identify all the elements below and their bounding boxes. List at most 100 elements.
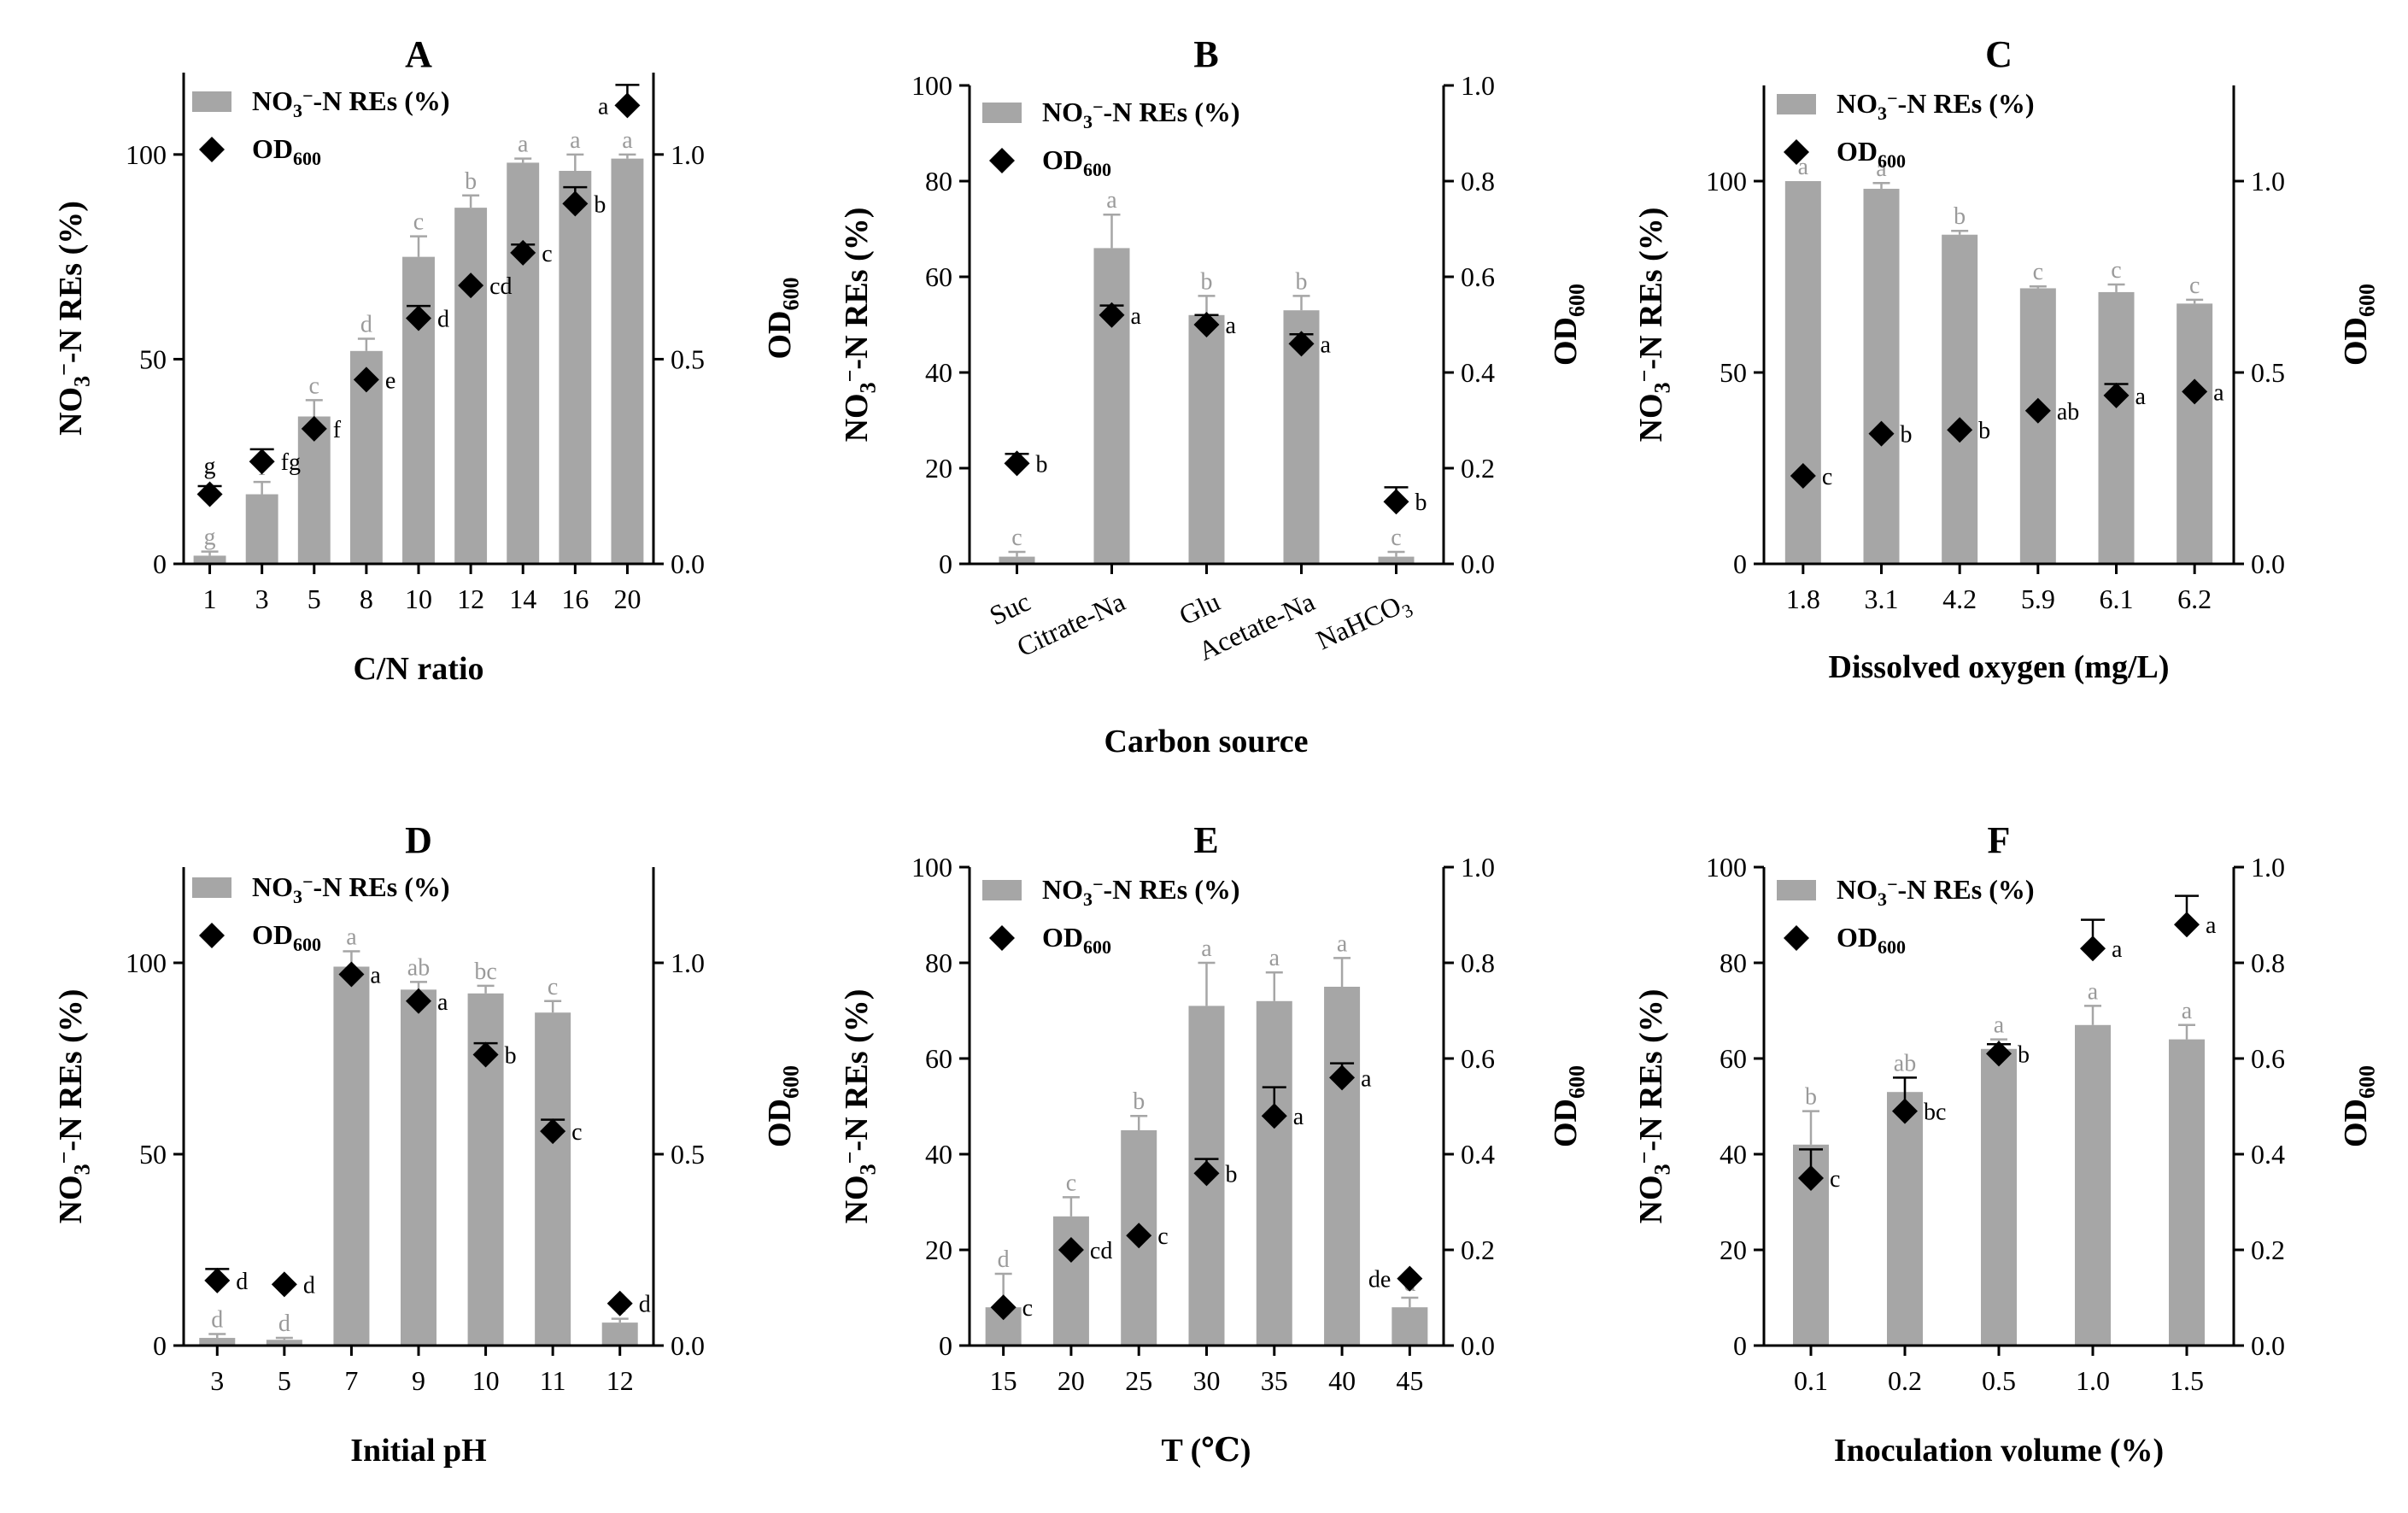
od-marker <box>271 1271 297 1298</box>
od-letter: e <box>385 367 395 394</box>
y2-tick-label: 1.0 <box>1461 852 1495 883</box>
bar <box>611 158 644 564</box>
od-letter: a <box>2136 384 2147 410</box>
od-marker <box>1397 1265 1423 1292</box>
x-tick-label: 7 <box>344 1365 358 1396</box>
y2-tick-label: 0.5 <box>671 343 705 374</box>
y2-tick-label: 0.5 <box>2251 357 2285 388</box>
y-tick-label: 0 <box>153 1330 167 1361</box>
y2-tick-label: 0.4 <box>1461 1139 1495 1170</box>
bar <box>2075 1024 2111 1346</box>
od-letter: cd <box>1090 1238 1112 1264</box>
bar-letter: c <box>309 372 319 399</box>
y-tick-label: 40 <box>925 357 952 388</box>
od-marker <box>2182 378 2208 405</box>
od-letter: a <box>370 962 381 988</box>
od-letter: b <box>2018 1041 2030 1068</box>
od-marker <box>1986 1041 2012 1067</box>
od-marker <box>338 961 365 988</box>
od-letter: a <box>1361 1065 1372 1092</box>
y2-tick-label: 1.0 <box>2251 166 2285 196</box>
panel-title: D <box>405 819 432 861</box>
legend-od-swatch <box>199 137 225 162</box>
legend-od-swatch <box>989 925 1015 951</box>
bar <box>2019 288 2056 564</box>
panel-D: Dddaabbccdddaabcd0501000.00.51.035791011… <box>52 819 804 1469</box>
bar <box>535 1012 571 1346</box>
x-tick-label: 25 <box>1125 1365 1152 1396</box>
x-axis-title: Inoculation volume (%) <box>1834 1433 2164 1469</box>
bar <box>559 171 592 564</box>
od-marker <box>196 481 223 507</box>
x-tick-label: 11 <box>540 1365 566 1396</box>
y-tick-label: 0 <box>1733 1330 1747 1361</box>
od-letter: d <box>639 1292 651 1318</box>
od-marker <box>2103 382 2130 408</box>
x-tick-label: 5 <box>278 1365 291 1396</box>
bar-letter: a <box>2088 978 2099 1005</box>
y-tick-label: 0 <box>939 548 952 579</box>
x-tick-label: 20 <box>613 584 641 614</box>
od-marker <box>1193 1160 1220 1187</box>
od-marker <box>2174 912 2200 938</box>
x-tick-label: 40 <box>1328 1365 1356 1396</box>
legend-bar-swatch <box>1777 880 1816 900</box>
x-axis-title: C/N ratio <box>353 651 483 687</box>
od-marker <box>1798 1165 1824 1191</box>
bar-letter: c <box>548 974 558 1000</box>
od-letter: a <box>1293 1104 1304 1130</box>
od-marker <box>1126 1223 1152 1249</box>
bar-letter: c <box>413 209 424 236</box>
x-tick-label: 3.1 <box>1865 584 1899 614</box>
bar <box>333 966 370 1346</box>
od-letter: b <box>1226 1161 1238 1188</box>
bar-letter: b <box>1954 203 1966 230</box>
x-tick-label: 0.5 <box>1982 1365 2016 1396</box>
od-letter: cd <box>489 273 512 300</box>
bar-letter: g <box>204 525 216 551</box>
od-marker <box>1193 312 1220 337</box>
y-axis-title: NO3−-N REs (%) <box>1632 208 1675 443</box>
x-tick-label: 15 <box>990 1365 1017 1396</box>
x-tick-label: Citrate-Na <box>1012 586 1130 663</box>
y2-tick-label: 0.4 <box>1461 357 1495 388</box>
y-axis-title: NO3−-N REs (%) <box>52 989 95 1224</box>
x-tick-label: 16 <box>561 584 589 614</box>
y2-tick-label: 0.6 <box>1461 261 1495 292</box>
od-marker <box>353 367 379 393</box>
od-marker <box>2024 397 2051 424</box>
legend-od-label: OD600 <box>252 919 321 955</box>
y2-axis-title: OD600 <box>1548 1065 1590 1147</box>
od-marker <box>204 1267 231 1293</box>
y2-axis-title: OD600 <box>2338 284 2380 366</box>
y2-tick-label: 0.8 <box>1461 166 1495 196</box>
legend-bar-label: NO3−-N REs (%) <box>1837 873 2035 910</box>
bar-letter: b <box>1805 1084 1817 1111</box>
x-tick-label: 3 <box>255 584 269 614</box>
y2-tick-label: 0.0 <box>671 548 705 579</box>
y2-tick-label: 1.0 <box>1461 70 1495 101</box>
legend-bar-label: NO3−-N REs (%) <box>1837 87 2035 124</box>
x-tick-label: 20 <box>1058 1365 1085 1396</box>
y2-tick-label: 0.6 <box>2251 1043 2285 1074</box>
od-letter: b <box>1415 490 1427 516</box>
y2-tick-label: 0.2 <box>2251 1234 2285 1265</box>
od-letter: a <box>2213 379 2224 406</box>
od-letter: c <box>571 1119 582 1146</box>
x-tick-label: 14 <box>509 584 536 614</box>
od-letter: fg <box>281 449 301 476</box>
legend-od-label: OD600 <box>1042 922 1111 958</box>
y-tick-label: 60 <box>1720 1043 1747 1074</box>
od-letter: ab <box>2057 399 2079 425</box>
y2-tick-label: 0.4 <box>2251 1139 2285 1170</box>
y-tick-label: 100 <box>911 70 952 101</box>
y-tick-label: 0 <box>1733 548 1747 579</box>
od-marker <box>1868 420 1895 447</box>
bar-letter: c <box>2033 259 2043 285</box>
bar-letter: a <box>1337 930 1348 957</box>
y2-tick-label: 0.8 <box>2251 947 2285 978</box>
x-axis-title: Dissolved oxygen (mg/L) <box>1829 649 2170 685</box>
od-letter: a <box>1131 303 1142 330</box>
y2-tick-label: 0.6 <box>1461 1043 1495 1074</box>
y-tick-label: 50 <box>1720 357 1747 388</box>
